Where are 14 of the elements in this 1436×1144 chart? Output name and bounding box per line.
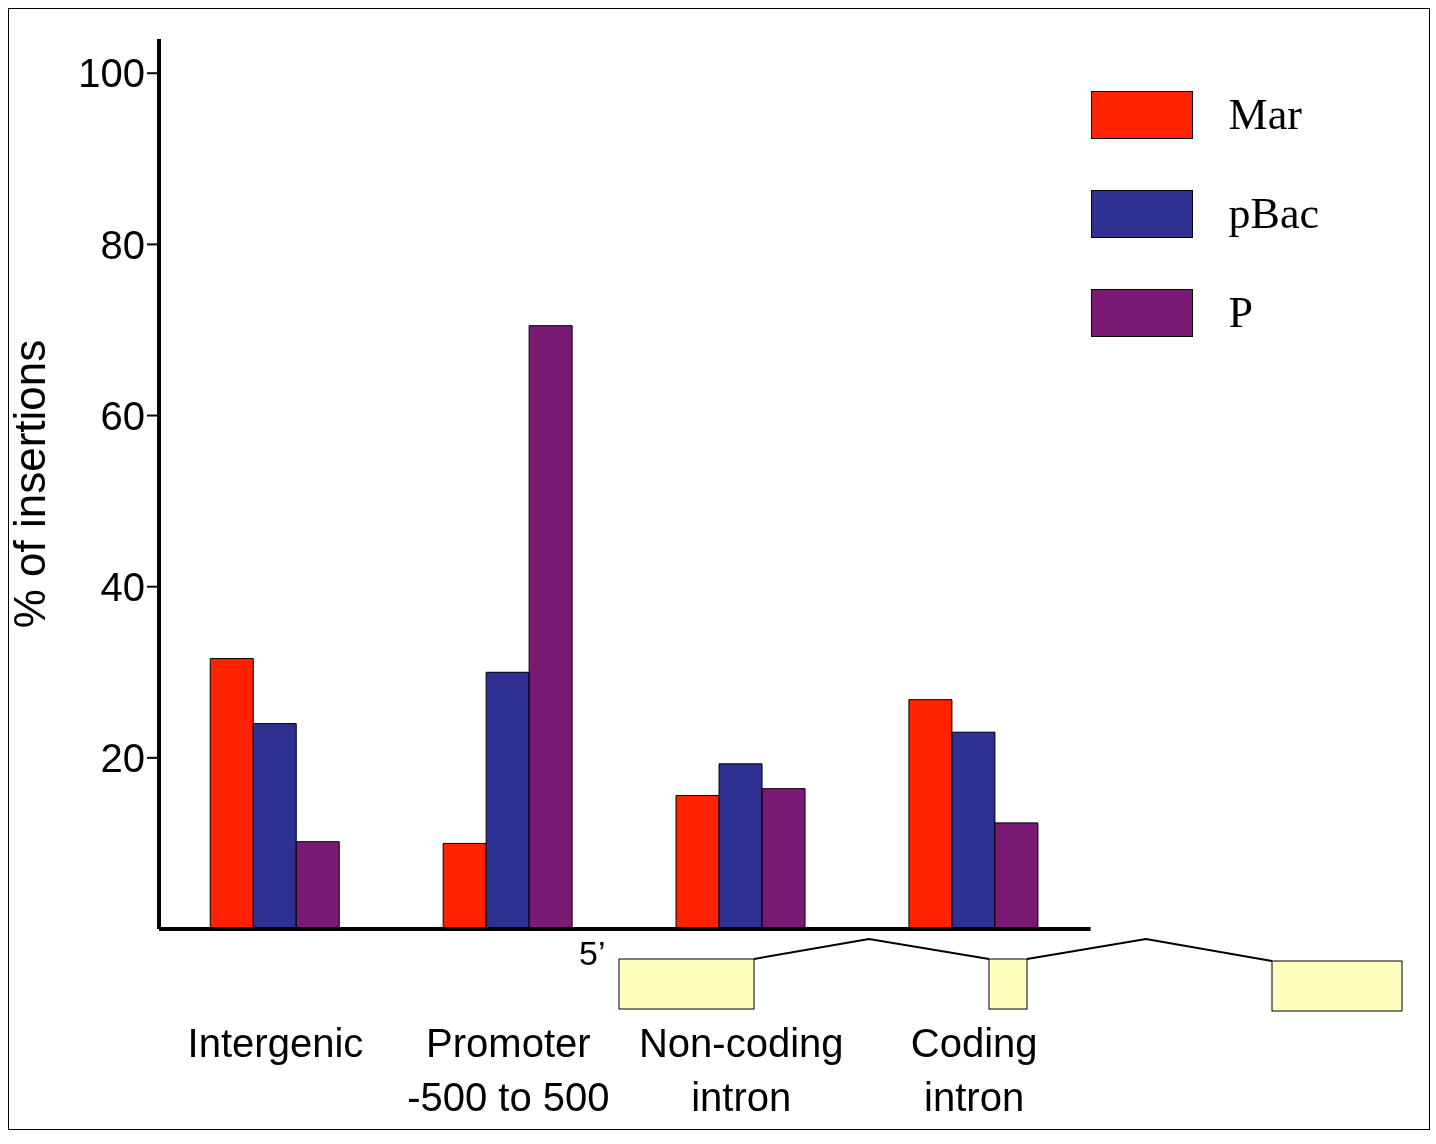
legend-label: Mar (1228, 89, 1302, 140)
y-tick-label: 80 (100, 222, 145, 267)
x-tick-label: Coding intron (910, 1021, 1038, 1119)
x-tick-label: Promoter -500 to 500 (407, 1021, 610, 1119)
y-tick-label: 60 (100, 393, 145, 438)
x-tick-label: Intergenic (187, 1021, 364, 1065)
legend-label: pBac (1228, 188, 1319, 239)
y-tick-label: 20 (100, 736, 145, 781)
text: 5’ (579, 934, 606, 973)
x-tick-label: Non-coding intron (638, 1021, 844, 1119)
y-tick-label: 40 (100, 564, 145, 609)
legend-label: P (1228, 287, 1254, 338)
y-axis-title: % of insertions (4, 339, 54, 629)
y-tick-label: 100 (78, 51, 145, 96)
